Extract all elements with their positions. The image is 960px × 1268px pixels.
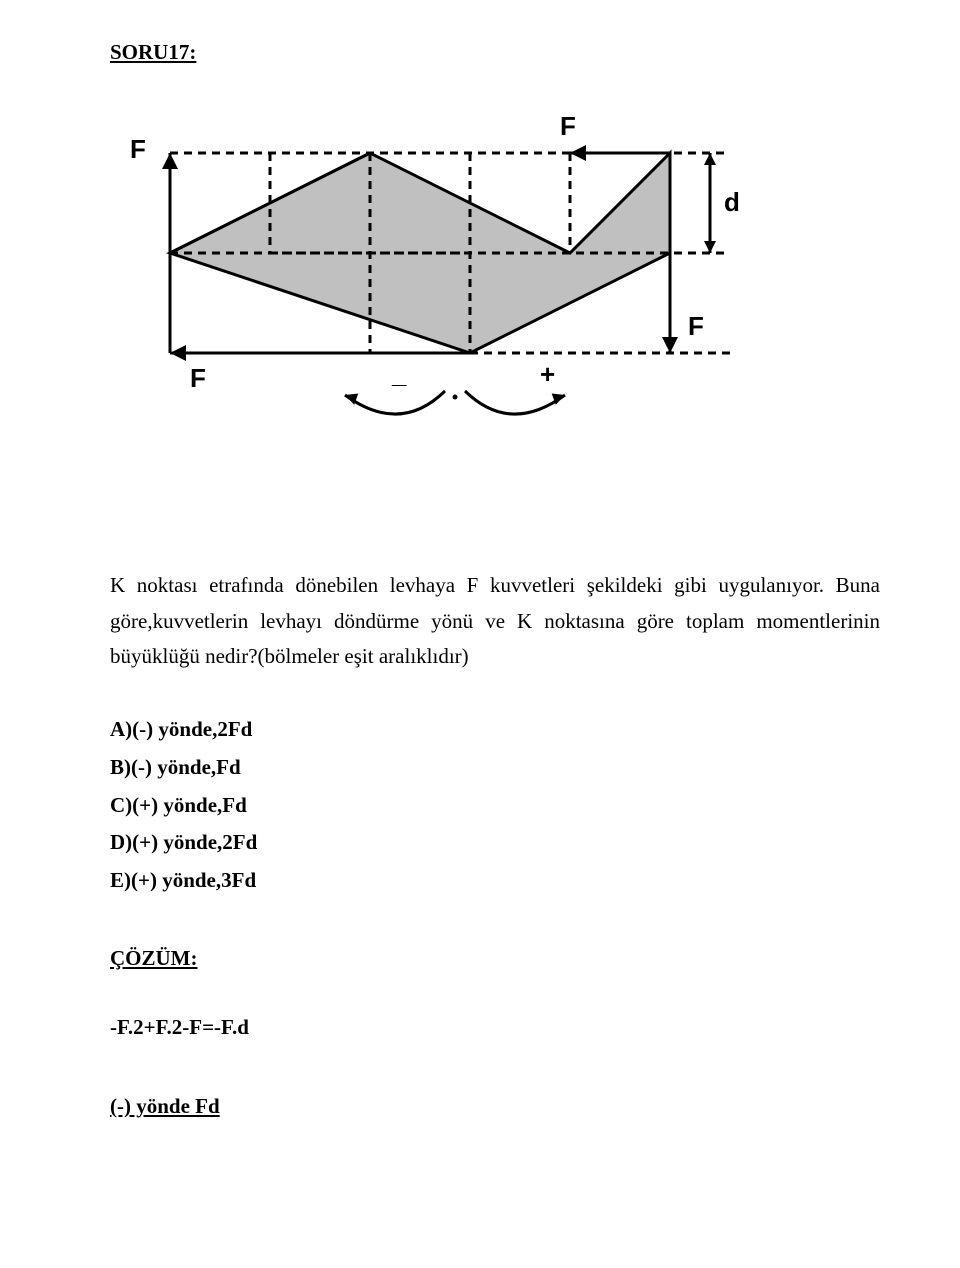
svg-text:F: F (130, 134, 146, 164)
svg-text:_: _ (391, 359, 407, 389)
option-b: B)(-) yönde,Fd (110, 749, 880, 787)
option-a: A)(-) yönde,2Fd (110, 711, 880, 749)
option-e: E)(+) yönde,3Fd (110, 862, 880, 900)
option-c: C)(+) yönde,Fd (110, 787, 880, 825)
option-d: D)(+) yönde,2Fd (110, 824, 880, 862)
svg-text:F: F (688, 311, 704, 341)
physics-diagram: F F F Fd _ + (100, 83, 780, 503)
question-heading: SORU17: (110, 40, 880, 65)
final-answer: (-) yönde Fd (110, 1094, 880, 1119)
page: SORU17: F F F Fd _ + K noktası etrafında döne… (0, 0, 960, 1268)
svg-text:F: F (560, 111, 576, 141)
answer-options: A)(-) yönde,2Fd B)(-) yönde,Fd C)(+) yön… (110, 711, 880, 900)
svg-text:+: + (540, 359, 555, 389)
question-text: K noktası etrafında dönebilen levhaya F … (110, 568, 880, 675)
figure-container: F F F Fd _ + (100, 83, 880, 508)
solution-equation: -F.2+F.2-F=-F.d (110, 1015, 880, 1040)
svg-text:F: F (190, 363, 206, 393)
svg-text:d: d (724, 187, 740, 217)
solution-heading: ÇÖZÜM: (110, 946, 880, 971)
